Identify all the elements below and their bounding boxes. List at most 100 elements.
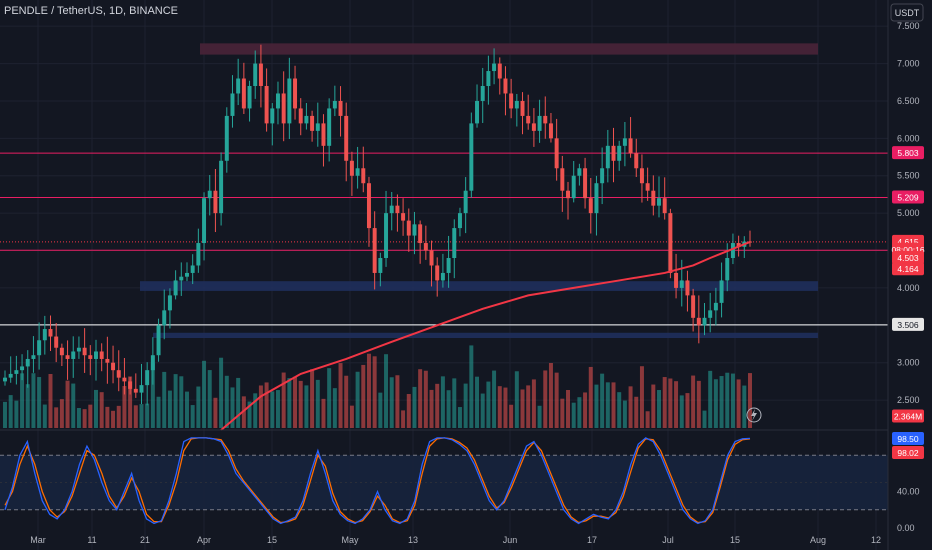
candle-body: [8, 373, 13, 378]
candle-body: [600, 168, 605, 184]
volume-bar: [281, 372, 286, 428]
volume-bar: [480, 393, 485, 428]
volume-bar: [219, 357, 224, 428]
symbol-title[interactable]: PENDLE / TetherUS, 1D, BINANCE: [4, 5, 178, 17]
time-axis-label: Jul: [662, 535, 674, 545]
candle-body: [54, 336, 59, 348]
candle-body: [196, 243, 201, 266]
candle-body: [577, 168, 582, 176]
candle-body: [378, 258, 383, 273]
volume-bar: [207, 370, 212, 428]
candle-body: [730, 243, 735, 258]
zones: [140, 43, 818, 339]
price-badge-label: 4.615: [897, 237, 919, 247]
candle-body: [719, 280, 724, 303]
stoch-k-line: [4, 437, 751, 525]
volume-bar: [639, 366, 644, 428]
volume-bar: [651, 384, 656, 428]
candle-body: [401, 213, 406, 221]
candle-body: [657, 198, 661, 206]
candle-body: [571, 175, 576, 199]
volume-bar: [253, 393, 258, 428]
price-tick-label: 7.500: [897, 21, 920, 31]
candle-body: [355, 168, 360, 176]
volume-bar: [321, 398, 326, 428]
volume-bar: [59, 399, 64, 428]
volume-bar: [270, 391, 275, 428]
candle-body: [713, 302, 718, 311]
volume-bar: [361, 364, 366, 428]
price-tick-label: 5.000: [897, 208, 920, 218]
candle-body: [162, 310, 167, 326]
time-axis[interactable]: Mar 11 21 Apr 15 May 13 Jun 17 Jul 15 Aug 12: [30, 535, 881, 545]
volume-bar: [332, 388, 337, 428]
volume-bar: [412, 386, 417, 428]
price-axis[interactable]: 7.5007.0006.5006.0005.5005.0004.5004.000…: [891, 21, 924, 533]
volume-bar: [99, 392, 104, 428]
candle-body: [418, 224, 423, 244]
volume-bar: [3, 401, 7, 428]
time-axis-label: 15: [730, 535, 740, 545]
candle-body: [253, 63, 258, 86]
candle-body: [696, 317, 701, 326]
volume-bar: [605, 382, 610, 428]
candle-body: [338, 100, 343, 116]
volume-bar: [406, 394, 411, 428]
volume-bar: [190, 405, 195, 428]
candle-body: [88, 355, 93, 359]
osc-badge: [892, 432, 924, 445]
candle-body: [275, 93, 280, 109]
volume-bar: [25, 384, 30, 428]
volume-bar: [48, 373, 53, 428]
candle-body: [207, 190, 212, 199]
candle-body: [293, 78, 298, 109]
volume-bar: [713, 379, 718, 428]
volume-bars: [3, 345, 752, 428]
candle-body: [384, 213, 389, 258]
candle-body: [321, 123, 326, 146]
volume-bar: [37, 377, 42, 428]
time-axis-label: 11: [87, 535, 96, 545]
candle-body: [463, 190, 468, 214]
candle-body: [736, 243, 741, 247]
candle-body: [310, 115, 315, 131]
candle-body: [94, 351, 98, 359]
price-badge: [892, 251, 924, 264]
volume-bar: [702, 410, 707, 428]
volume-bar: [691, 375, 696, 428]
volume-bar: [730, 373, 735, 428]
volume-bar: [230, 387, 235, 428]
candle-body: [509, 93, 514, 109]
candle-body: [520, 100, 525, 116]
candle-body: [150, 355, 155, 371]
volume-bar: [236, 377, 241, 428]
volume-bar: [708, 370, 713, 428]
lightning-icon[interactable]: [746, 407, 762, 423]
candle-body: [184, 272, 189, 277]
volume-bar: [82, 409, 87, 428]
candle-body: [446, 258, 451, 273]
candle-body: [327, 108, 332, 146]
candle-body: [452, 228, 457, 258]
candle-body: [344, 115, 349, 161]
candle-body: [691, 295, 696, 318]
candle-body: [628, 138, 633, 154]
volume-bar: [287, 378, 292, 428]
candle-body: [685, 280, 690, 296]
candle-body: [702, 317, 707, 326]
volume-bar: [588, 366, 593, 428]
price-badge-label: 2.364M: [894, 412, 922, 422]
volume-bar: [366, 353, 371, 428]
volume-bar: [31, 373, 36, 428]
volume-bar: [372, 356, 377, 428]
volume-bar: [429, 389, 434, 428]
candle-body: [14, 370, 19, 374]
currency-button[interactable]: USDT: [890, 3, 924, 22]
candle-body: [537, 115, 542, 131]
candle-body: [139, 385, 144, 393]
price-badge: [892, 409, 924, 423]
candle-body: [588, 198, 593, 214]
candle-body: [611, 145, 616, 161]
volume-bar: [509, 404, 514, 428]
volume-bar: [264, 382, 269, 428]
